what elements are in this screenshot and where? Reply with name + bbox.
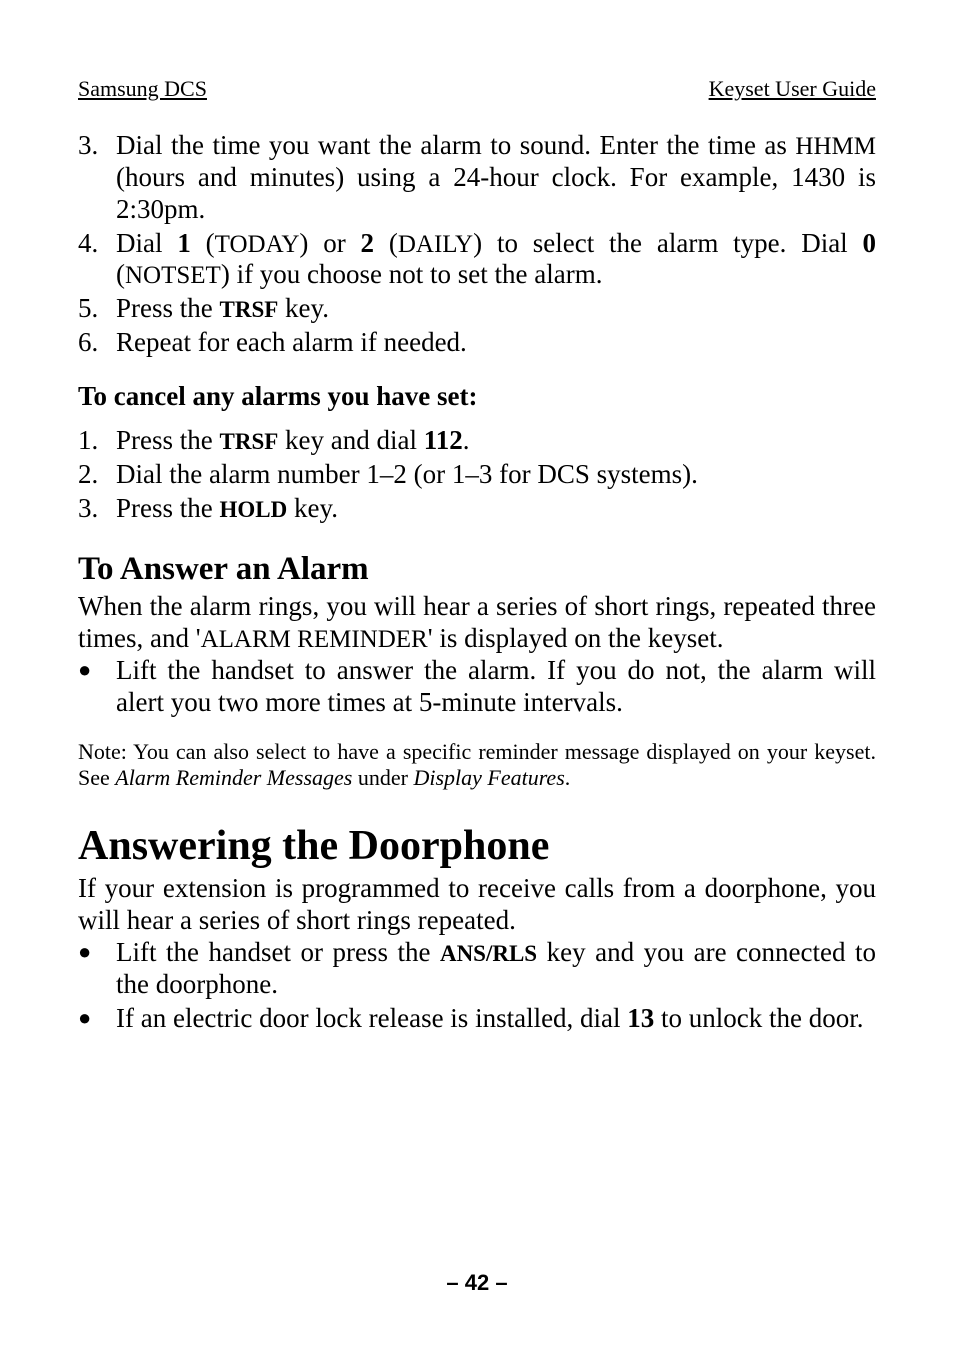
header-left: Samsung DCS: [78, 76, 207, 102]
list-text: Dial the alarm number 1–2 (or 1–3 for DC…: [116, 459, 876, 491]
list-text: Press the HOLD key.: [116, 493, 876, 525]
list-item: 1.Press the TRSF key and dial 112.: [78, 425, 876, 457]
bullet-icon: ●: [78, 655, 116, 719]
list-number: 2.: [78, 459, 116, 491]
header-row: Samsung DCS Keyset User Guide: [78, 76, 876, 102]
list-item: 3.Press the HOLD key.: [78, 493, 876, 525]
body-content: 3.Dial the time you want the alarm to so…: [78, 130, 876, 1036]
subheading-cancel: To cancel any alarms you have set:: [78, 381, 876, 413]
list-text: Lift the handset or press the ANS/RLS ke…: [116, 937, 876, 1001]
list-text: Dial 1 (TODAY) or 2 (DAILY) to select th…: [116, 228, 876, 292]
list-item: ●Lift the handset to answer the alarm. I…: [78, 655, 876, 719]
list-text: Press the TRSF key.: [116, 293, 876, 325]
list-number: 1.: [78, 425, 116, 457]
list-item: 3.Dial the time you want the alarm to so…: [78, 130, 876, 226]
list-item: ●Lift the handset or press the ANS/RLS k…: [78, 937, 876, 1001]
list-text: Lift the handset to answer the alarm. If…: [116, 655, 876, 719]
page: Samsung DCS Keyset User Guide 3.Dial the…: [0, 0, 954, 1352]
list-text: Press the TRSF key and dial 112.: [116, 425, 876, 457]
list-number: 3.: [78, 130, 116, 226]
list-number: 6.: [78, 327, 116, 359]
heading-doorphone: Answering the Doorphone: [78, 822, 876, 872]
list-item: 2.Dial the alarm number 1–2 (or 1–3 for …: [78, 459, 876, 491]
bullets-doorphone: ●Lift the handset or press the ANS/RLS k…: [78, 937, 876, 1035]
bullets-answer-alarm: ●Lift the handset to answer the alarm. I…: [78, 655, 876, 719]
note-reminder: Note: You can also select to have a spec…: [78, 739, 876, 792]
bullet-icon: ●: [78, 1003, 116, 1035]
list-item: 6.Repeat for each alarm if needed.: [78, 327, 876, 359]
page-footer: – 42 –: [0, 1270, 954, 1296]
list-item: 5.Press the TRSF key.: [78, 293, 876, 325]
para-doorphone: If your extension is programmed to recei…: [78, 873, 876, 937]
list-text: Dial the time you want the alarm to soun…: [116, 130, 876, 226]
list-item: ●If an electric door lock release is ins…: [78, 1003, 876, 1035]
list-number: 4.: [78, 228, 116, 292]
list-number: 5.: [78, 293, 116, 325]
heading-answer-alarm: To Answer an Alarm: [78, 550, 876, 589]
para-answer-alarm: When the alarm rings, you will hear a se…: [78, 591, 876, 655]
bullet-icon: ●: [78, 937, 116, 1001]
numbered-list-1: 3.Dial the time you want the alarm to so…: [78, 130, 876, 359]
list-number: 3.: [78, 493, 116, 525]
list-text: Repeat for each alarm if needed.: [116, 327, 876, 359]
list-item: 4.Dial 1 (TODAY) or 2 (DAILY) to select …: [78, 228, 876, 292]
list-text: If an electric door lock release is inst…: [116, 1003, 876, 1035]
header-right: Keyset User Guide: [709, 76, 876, 102]
numbered-list-2: 1.Press the TRSF key and dial 112.2.Dial…: [78, 425, 876, 525]
